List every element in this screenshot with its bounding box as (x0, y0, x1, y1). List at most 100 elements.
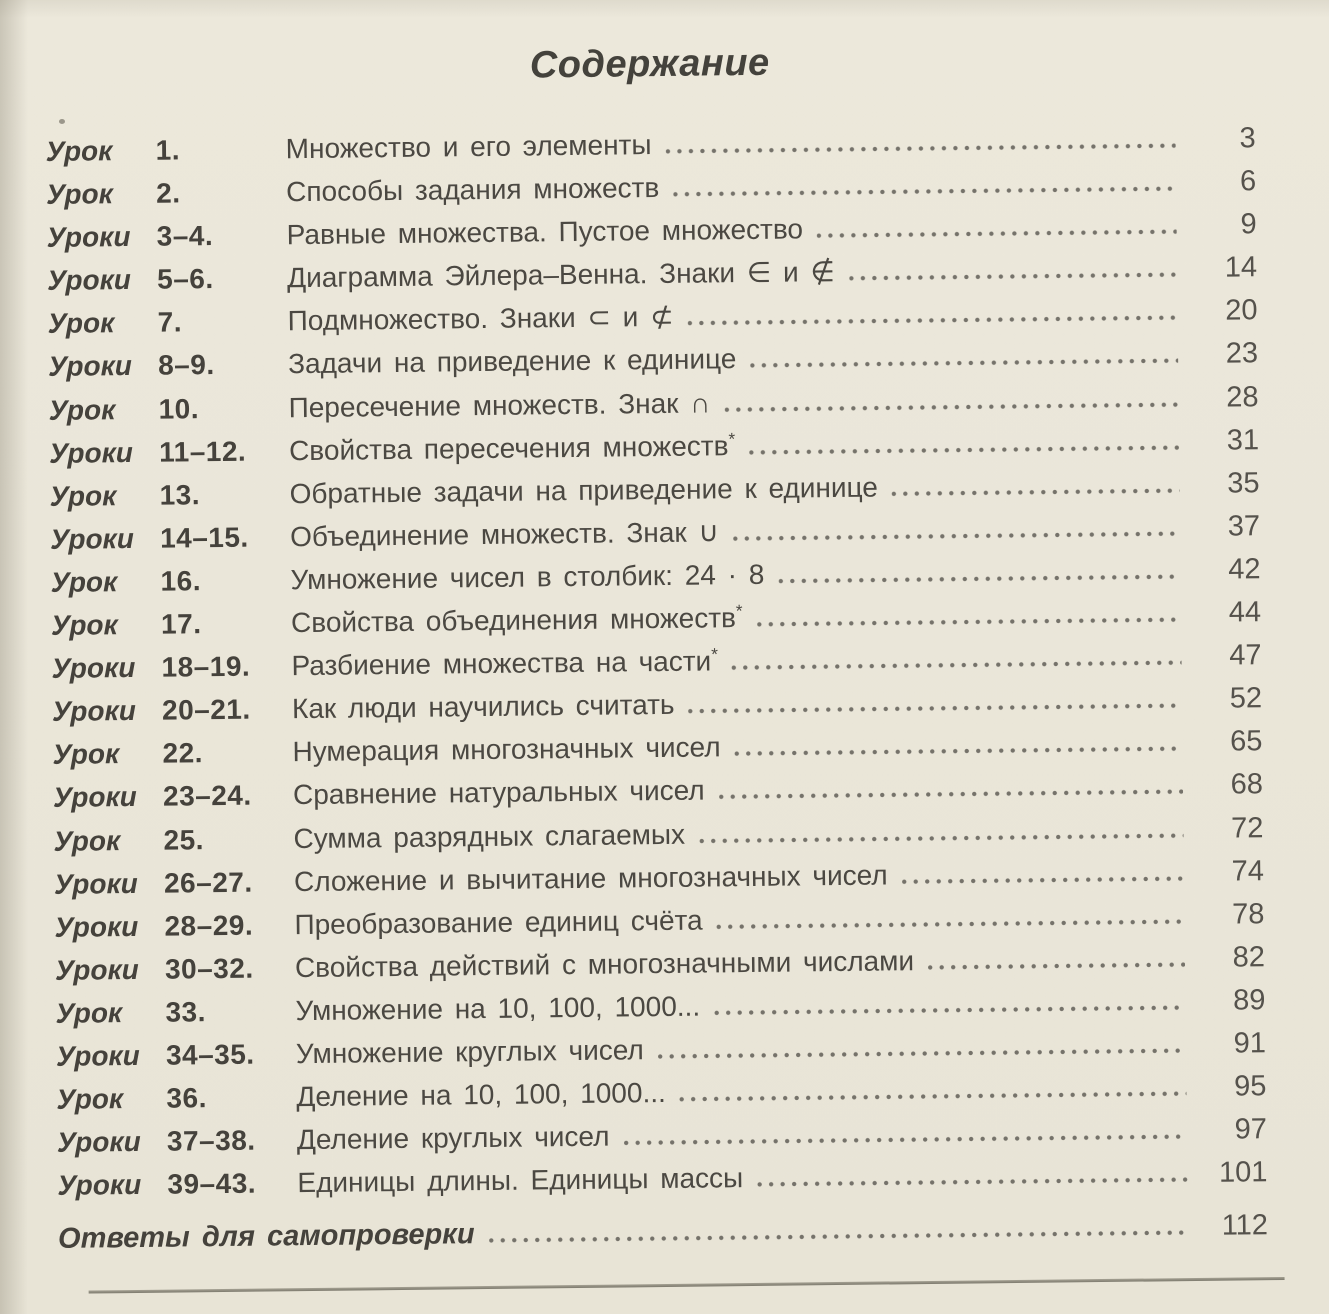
footnote-asterisk: * (735, 600, 743, 621)
page-number: 82 (1232, 940, 1266, 974)
dotted-leader (778, 574, 1181, 584)
dotted-leader (724, 401, 1179, 412)
lesson-title: Пересечение множеств. Знак ∩ (288, 386, 711, 423)
dotted-leader (623, 1134, 1187, 1146)
dotted-leader (716, 918, 1185, 930)
dotted-leader (488, 1230, 1189, 1244)
lesson-kind-label: Урок (48, 393, 116, 426)
lesson-title: Обратные задачи на приведение к единице (289, 471, 878, 509)
lesson-title: Умножение на 10, 100, 1000... (295, 990, 701, 1027)
dotted-leader (734, 746, 1183, 757)
lesson-title: Умножение чисел в столбик: 24 · 8 (290, 558, 765, 596)
lesson-title: Преобразование единиц счёта (294, 904, 703, 940)
page-number: 65 (1230, 725, 1263, 758)
lesson-kind-label: Уроки (46, 264, 132, 297)
lesson-kind-label: Уроки (54, 953, 139, 986)
page-number: 23 (1225, 337, 1259, 371)
lesson-title: Умножение круглых чисел (295, 1034, 644, 1070)
lesson-title: Свойства пересечения множеств* (288, 428, 736, 466)
answers-row: Ответы для самопроверки 112 (58, 1203, 1268, 1261)
page-number: 37 (1227, 510, 1261, 543)
lesson-number-label: 33. (165, 996, 207, 1028)
dotted-leader (679, 1091, 1187, 1102)
dotted-leader (732, 660, 1182, 671)
lesson-number-label: 37–38. (166, 1124, 256, 1157)
lesson-number-label: 2. (156, 177, 181, 209)
lesson-kind-label: Уроки (57, 1169, 142, 1202)
lesson-number-label: 10. (158, 392, 200, 425)
page-number: 112 (1221, 1209, 1269, 1243)
lesson-number-label: 30–32. (164, 952, 254, 985)
lesson-kind-label: Урок (49, 479, 117, 512)
dotted-leader (732, 530, 1181, 542)
lesson-title: Деление круглых чисел (296, 1120, 610, 1156)
lesson-number-label: 39–43. (167, 1167, 257, 1200)
page-number: 68 (1230, 768, 1264, 801)
dotted-leader (673, 186, 1177, 197)
lesson-title: Сумма разрядных слагаемых (293, 818, 686, 854)
lesson-number-label: 14–15. (159, 521, 249, 554)
lesson-number-label: 1. (155, 134, 181, 166)
lesson-kind-label: Уроки (55, 1039, 140, 1072)
page-number: 20 (1225, 294, 1258, 327)
lesson-number-label: 11–12. (158, 435, 247, 468)
lesson-kind-label: Урок (45, 135, 113, 167)
toc-list: Урок 1. Множество и его элементы 3 Урок 2. Спо… (45, 116, 1268, 1207)
lesson-kind-label: Уроки (46, 221, 131, 254)
page-number: 3 (1239, 122, 1256, 155)
page-number: 101 (1218, 1156, 1268, 1189)
lesson-number-label: 23–24. (162, 780, 252, 813)
dotted-leader (891, 487, 1180, 497)
lesson-kind-label: Урок (46, 178, 114, 211)
lesson-kind-label: Уроки (47, 350, 133, 383)
lesson-kind-label: Уроки (52, 781, 137, 814)
page-number: 91 (1233, 1027, 1267, 1060)
dotted-leader (657, 1048, 1186, 1060)
page-number: 72 (1231, 811, 1264, 845)
lesson-number-label: 22. (162, 737, 204, 769)
lesson-title: Единицы длины. Единицы массы (297, 1162, 744, 1199)
lesson-kind-label: Урок (50, 566, 118, 598)
lesson-number-label: 17. (160, 608, 202, 640)
lesson-title: Множество и его элементы (285, 129, 652, 165)
lesson-number-label: 25. (163, 823, 205, 856)
lesson-number-label: 34–35. (165, 1038, 255, 1071)
dotted-leader (687, 315, 1178, 327)
footnote-asterisk: * (711, 644, 719, 665)
dotted-leader (817, 229, 1177, 239)
lesson-kind-label: Уроки (51, 652, 136, 685)
page-title: Содержание (529, 41, 770, 87)
page-number: 9 (1240, 208, 1257, 241)
bottom-rule (88, 1277, 1285, 1294)
lesson-title: Диаграмма Эйлера–Венна. Знаки ∈ и ∉ (286, 256, 835, 294)
dotted-leader (665, 143, 1176, 154)
dotted-leader (928, 961, 1186, 970)
dotted-leader (714, 1004, 1186, 1016)
paper-speck (59, 119, 65, 124)
lesson-kind-label: Урок (50, 609, 118, 641)
lesson-title: Деление на 10, 100, 1000... (296, 1077, 666, 1113)
lesson-kind-label: Уроки (53, 867, 138, 900)
lesson-title: Сравнение натуральных чисел (292, 774, 705, 811)
lesson-title: Как люди научились считать (291, 689, 675, 725)
lesson-title: Разбиение множества на части* (291, 644, 719, 682)
lesson-number-label: 13. (159, 478, 201, 511)
lesson-kind-label: Урок (53, 824, 121, 857)
footnote-asterisk: * (728, 428, 736, 449)
lesson-number-label: 5–6. (156, 263, 214, 295)
lesson-number-label: 3–4. (156, 220, 214, 252)
page-number: 95 (1233, 1070, 1267, 1103)
page-number: 74 (1231, 854, 1265, 888)
page-number: 6 (1239, 165, 1257, 198)
lesson-title: Задачи на приведение к единице (287, 343, 737, 380)
lesson-number-label: 7. (157, 306, 183, 339)
lesson-kind-label: Урок (52, 738, 120, 771)
page-number: 52 (1229, 682, 1263, 715)
lesson-kind-label: Уроки (54, 910, 139, 943)
lesson-number-label: 20–21. (161, 693, 251, 726)
page-number: 31 (1226, 423, 1260, 457)
dotted-leader (901, 875, 1185, 884)
lesson-number-label: 16. (160, 565, 202, 597)
page-number: 14 (1224, 251, 1258, 284)
lesson-kind-label: Урок (55, 997, 123, 1029)
